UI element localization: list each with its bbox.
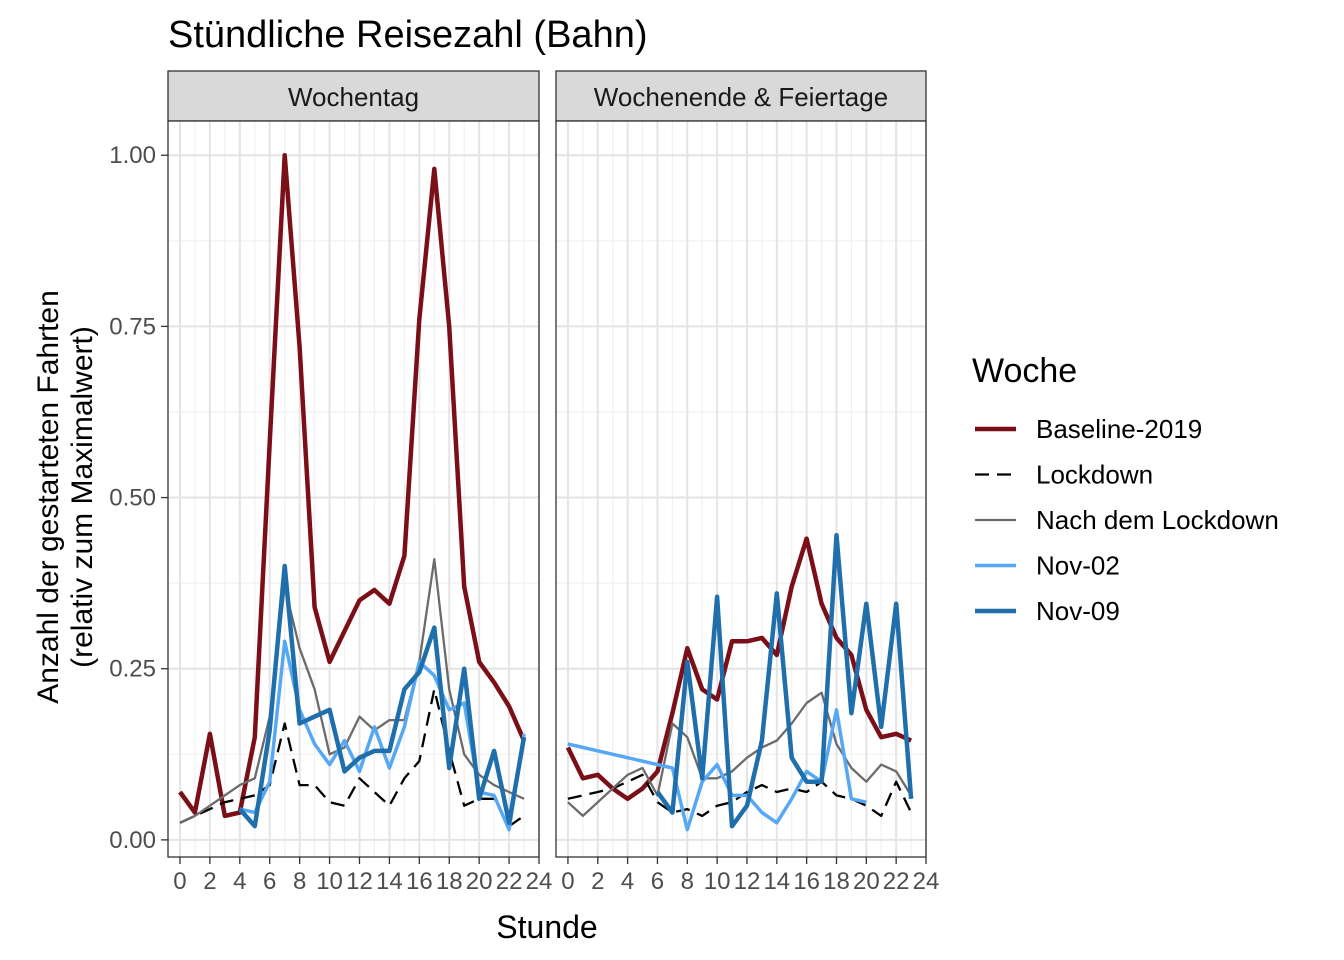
panel-strip-label: Wochentag xyxy=(288,82,419,112)
x-tick-label: 6 xyxy=(651,868,664,895)
series-line-nov-09 xyxy=(238,563,527,829)
legend-entry-nach-dem-lockdown: Nach dem Lockdown xyxy=(975,505,1279,535)
panel-strip xyxy=(167,70,540,122)
panel-border xyxy=(555,120,927,858)
legend-label: Nov-09 xyxy=(1036,596,1120,626)
y-tick-label: 0.00 xyxy=(109,827,156,854)
grid xyxy=(168,121,540,857)
legend-entry-nov-02: Nov-02 xyxy=(975,551,1120,581)
legend-label: Lockdown xyxy=(1036,460,1153,490)
x-tick-label: 22 xyxy=(883,868,910,895)
series-line-baseline-2019 xyxy=(565,536,913,802)
y-axis-label-line-1: Anzahl der gestarteten Fahrten xyxy=(32,290,65,704)
panel-strip-label: Wochenende & Feiertage xyxy=(594,82,888,112)
x-tick-label: 18 xyxy=(823,868,850,895)
x-tick-label: 24 xyxy=(913,868,940,895)
x-tick-label: 20 xyxy=(466,868,493,895)
panel-strip xyxy=(555,70,927,122)
x-tick-label: 20 xyxy=(853,868,880,895)
series-line-nov-02 xyxy=(567,708,867,832)
series-line-lockdown xyxy=(179,688,525,828)
x-tick-label: 8 xyxy=(681,868,694,895)
x-tick-label: 10 xyxy=(704,868,731,895)
x-tick-label: 16 xyxy=(406,868,433,895)
y-axis-label: Anzahl der gestarteten Fahrten (relativ … xyxy=(32,290,99,704)
x-tick-label: 2 xyxy=(591,868,604,895)
legend-title: Woche xyxy=(972,352,1077,390)
legend: Woche Baseline-2019 Lockdown Nach dem Lock… xyxy=(972,352,1279,626)
y-tick-label: 0.25 xyxy=(109,656,156,683)
plot-background xyxy=(556,121,926,857)
x-axis-label: Stunde xyxy=(496,909,597,945)
legend-entry-nov-09: Nov-09 xyxy=(975,596,1120,626)
series-line-nov-09 xyxy=(655,532,914,829)
x-tick-label: 22 xyxy=(496,868,523,895)
x-tick-label: 16 xyxy=(793,868,820,895)
x-tick-label: 2 xyxy=(203,868,216,895)
x-tick-label: 10 xyxy=(316,868,343,895)
series-line-nach-dem-lockdown xyxy=(179,558,525,824)
y-tick-label: 0.50 xyxy=(109,485,156,512)
x-tick-label: 24 xyxy=(526,868,553,895)
x-tick-label: 18 xyxy=(436,868,463,895)
x-tick-label: 14 xyxy=(376,868,403,895)
x-tick-label: 14 xyxy=(763,868,790,895)
panel-border xyxy=(167,120,540,858)
series-line-baseline-2019 xyxy=(178,152,527,819)
legend-label: Nach dem Lockdown xyxy=(1036,505,1279,535)
plot-background xyxy=(168,121,539,857)
y-tick-label: 1.00 xyxy=(109,142,156,169)
x-tick-label: 4 xyxy=(621,868,634,895)
x-tick-label: 0 xyxy=(173,868,186,895)
x-tick-label: 12 xyxy=(346,868,373,895)
x-tick-label: 8 xyxy=(293,868,306,895)
legend-entry-lockdown: Lockdown xyxy=(975,460,1153,490)
x-tick-label: 4 xyxy=(233,868,246,895)
chart-title: Stündliche Reisezahl (Bahn) xyxy=(168,14,648,56)
legend-label: Nov-02 xyxy=(1036,551,1120,581)
legend-label: Baseline-2019 xyxy=(1036,414,1202,444)
x-tick-label: 6 xyxy=(263,868,276,895)
legend-entry-baseline-2019: Baseline-2019 xyxy=(975,414,1202,444)
y-axis-label-line-2: (relativ zum Maximalwert) xyxy=(66,326,99,668)
x-tick-label: 12 xyxy=(734,868,761,895)
series-line-nach-dem-lockdown xyxy=(567,691,913,818)
x-tick-label: 0 xyxy=(561,868,574,895)
y-tick-label: 0.75 xyxy=(109,313,156,340)
